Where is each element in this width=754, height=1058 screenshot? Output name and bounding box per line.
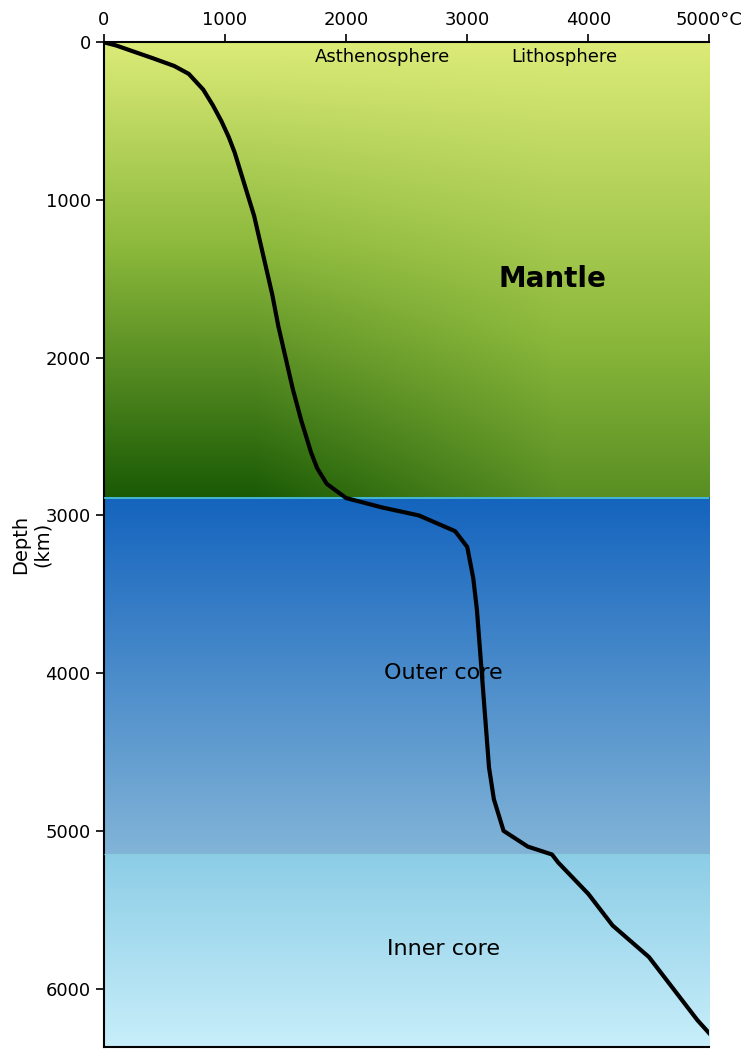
Text: Outer core: Outer core	[384, 663, 502, 683]
Text: Lithosphere: Lithosphere	[511, 49, 618, 67]
Text: Inner core: Inner core	[387, 940, 500, 960]
Text: Asthenosphere: Asthenosphere	[315, 49, 450, 67]
Text: Mantle: Mantle	[498, 264, 606, 293]
Y-axis label: Depth
(km): Depth (km)	[11, 515, 52, 574]
